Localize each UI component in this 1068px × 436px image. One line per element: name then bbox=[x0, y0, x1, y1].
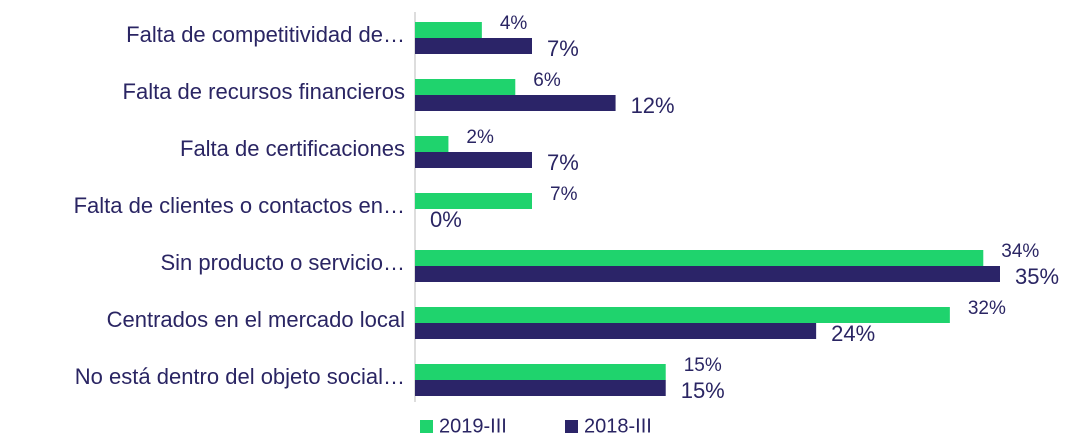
value-label: 7% bbox=[550, 184, 578, 205]
category-label: Falta de recursos financieros bbox=[123, 79, 405, 104]
value-label: 35% bbox=[1015, 264, 1059, 289]
bar bbox=[415, 38, 532, 54]
bar bbox=[415, 323, 817, 339]
value-label: 12% bbox=[631, 93, 675, 118]
value-label: 15% bbox=[684, 355, 722, 376]
legend-label: 2019-III bbox=[439, 415, 507, 436]
value-label: 6% bbox=[533, 70, 561, 91]
value-label: 0% bbox=[430, 207, 462, 232]
bar bbox=[415, 152, 532, 168]
value-label: 32% bbox=[968, 298, 1006, 319]
value-label: 34% bbox=[1001, 241, 1039, 262]
value-label: 7% bbox=[547, 150, 579, 175]
bar bbox=[415, 136, 449, 152]
value-label: 4% bbox=[500, 13, 528, 34]
bar bbox=[415, 95, 616, 111]
bar bbox=[415, 193, 532, 209]
value-label: 2% bbox=[466, 127, 494, 148]
category-label: Falta de clientes o contactos en… bbox=[74, 193, 405, 218]
category-label: Falta de competitividad de… bbox=[126, 22, 405, 47]
legend-swatch bbox=[420, 420, 433, 433]
value-label: 7% bbox=[547, 36, 579, 61]
category-label: Sin producto o servicio… bbox=[160, 250, 405, 275]
category-label: Centrados en el mercado local bbox=[107, 307, 405, 332]
bar bbox=[415, 22, 482, 38]
value-label: 24% bbox=[831, 321, 875, 346]
category-label: Falta de certificaciones bbox=[180, 136, 405, 161]
bar bbox=[415, 380, 666, 396]
category-label: No está dentro del objeto social… bbox=[75, 364, 405, 389]
bar bbox=[415, 79, 516, 95]
legend-swatch bbox=[565, 420, 578, 433]
value-label: 15% bbox=[681, 378, 725, 403]
bar bbox=[415, 266, 1000, 282]
bar bbox=[415, 250, 984, 266]
bar bbox=[415, 307, 950, 323]
legend-label: 2018-III bbox=[584, 415, 652, 436]
bar bbox=[415, 364, 666, 380]
